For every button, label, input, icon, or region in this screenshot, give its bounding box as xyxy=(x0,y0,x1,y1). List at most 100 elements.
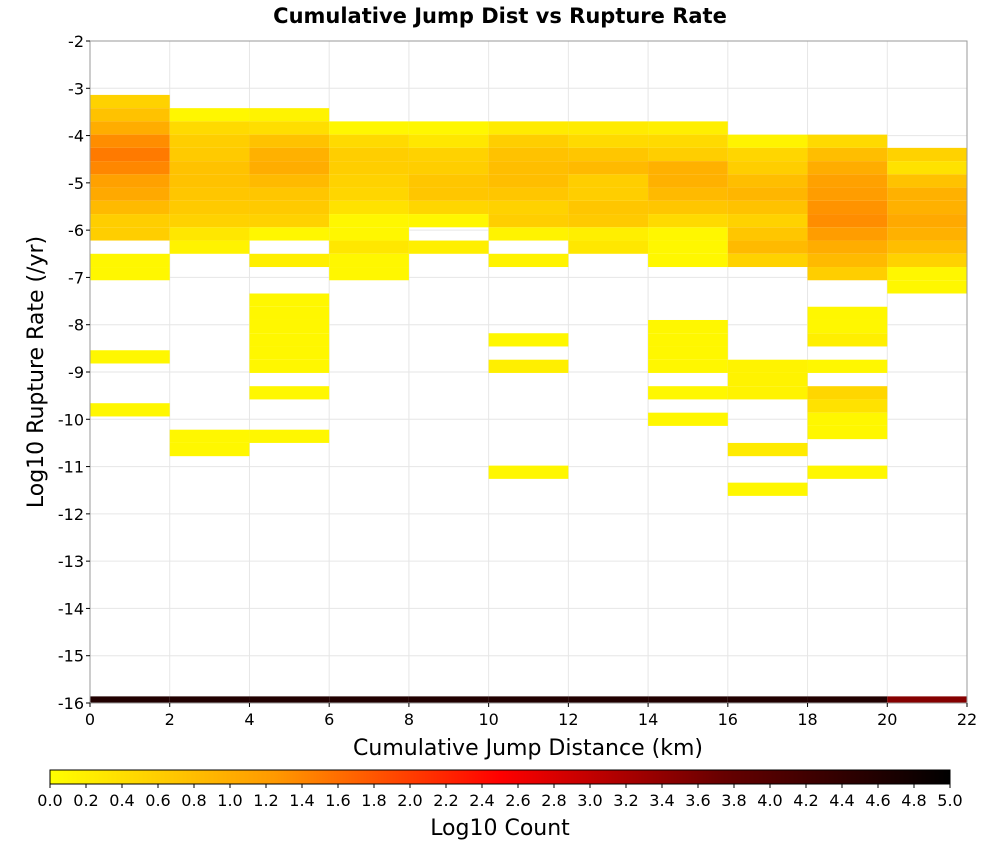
x-tick-label: 16 xyxy=(718,710,738,729)
x-tick-label: 18 xyxy=(797,710,817,729)
heatmap-cell xyxy=(727,442,808,457)
heatmap-cell xyxy=(807,200,888,215)
heatmap-cell xyxy=(408,147,489,162)
colorbar-ticks: 0.0 0.2 0.4 0.6 0.8 1.0 1.2 1.4 1.6 1.8 2.0 2.2 2.4 2… xyxy=(37,784,963,810)
heatmap-cell xyxy=(329,214,409,228)
heatmap-cell xyxy=(648,696,728,703)
heatmap-cell xyxy=(887,227,967,241)
x-axis-label: Cumulative Jump Distance (km) xyxy=(353,736,703,761)
heatmap-cell xyxy=(807,333,888,347)
heatmap-cell xyxy=(568,187,649,201)
y-tick-label: -2 xyxy=(68,32,84,51)
heatmap-cell xyxy=(90,227,170,241)
heatmap-cell xyxy=(648,214,728,228)
heatmap-cell xyxy=(329,200,409,215)
heatmap-cell xyxy=(887,200,967,215)
chart-title: Cumulative Jump Dist vs Rupture Rate xyxy=(273,4,727,28)
heatmap-cell xyxy=(408,134,489,148)
heatmap-cell xyxy=(408,161,489,175)
colorbar-tick-label: 2.4 xyxy=(469,791,494,810)
heatmap-cell xyxy=(807,227,888,241)
colorbar-tick-label: 1.8 xyxy=(361,791,386,810)
y-tick-label: -7 xyxy=(68,268,84,287)
heatmap-cell xyxy=(488,227,569,241)
heatmap-cell xyxy=(169,147,250,162)
heatmap-cell xyxy=(568,174,649,188)
heatmap-cell xyxy=(727,161,808,175)
colorbar xyxy=(49,769,951,785)
y-tick-label: -5 xyxy=(68,174,84,193)
heatmap-cell xyxy=(648,346,728,360)
heatmap-cell xyxy=(249,134,330,148)
heatmap-cell xyxy=(648,147,728,162)
heatmap-cell xyxy=(488,465,569,479)
y-tick-label: -11 xyxy=(58,458,84,477)
heatmap-cell xyxy=(887,267,967,281)
heatmap-cell xyxy=(90,187,170,201)
heatmap-cell xyxy=(648,359,728,373)
heatmap-cell xyxy=(727,134,808,148)
heatmap-cell xyxy=(807,174,888,188)
heatmap-cell xyxy=(488,200,569,215)
colorbar-tick-label: 2.8 xyxy=(541,791,566,810)
y-tick-label: -14 xyxy=(58,599,84,618)
heatmap-cell xyxy=(169,161,250,175)
heatmap-cell xyxy=(90,108,170,122)
heatmap-cell xyxy=(329,187,409,201)
heatmap-cell xyxy=(887,174,967,188)
heatmap-cell xyxy=(169,174,250,188)
x-tick-label: 2 xyxy=(165,710,175,729)
heatmap-cell xyxy=(249,346,330,360)
heatmap-cell xyxy=(169,187,250,201)
heatmap-cell xyxy=(568,214,649,228)
heatmap-cells xyxy=(90,94,967,703)
heatmap-cell xyxy=(249,187,330,201)
heatmap-cell xyxy=(90,94,170,109)
heatmap-cell xyxy=(568,161,649,175)
heatmap-cell xyxy=(727,187,808,201)
colorbar-tick-label: 0.2 xyxy=(73,791,98,810)
heatmap-cell xyxy=(807,306,888,320)
heatmap-cell xyxy=(169,442,250,457)
heatmap-cell xyxy=(249,200,330,215)
heatmap-cell xyxy=(807,161,888,175)
y-tick-label: -8 xyxy=(68,316,84,335)
colorbar-tick-label: 1.6 xyxy=(325,791,350,810)
heatmap-cell xyxy=(887,147,967,162)
heatmap-cell xyxy=(488,161,569,175)
heatmap-cell xyxy=(488,696,569,703)
heatmap-cell xyxy=(648,187,728,201)
heatmap-cell xyxy=(488,147,569,162)
heatmap-cell xyxy=(727,386,808,400)
heatmap-cell xyxy=(488,174,569,188)
heatmap-cell xyxy=(887,696,967,703)
colorbar-tick-label: 0.8 xyxy=(181,791,206,810)
heatmap-cell xyxy=(249,696,330,703)
heatmap-cell xyxy=(249,227,330,241)
heatmap-cell xyxy=(727,147,808,162)
y-axis-label: Log10 Rupture Rate (/yr) xyxy=(24,236,49,508)
heatmap-cell xyxy=(169,134,250,148)
heatmap-cell xyxy=(648,253,728,268)
heatmap-cell xyxy=(568,121,649,135)
heatmap-cell xyxy=(887,161,967,175)
heatmap-cell xyxy=(727,227,808,241)
heatmap-cell xyxy=(169,429,250,443)
colorbar-tick-label: 1.0 xyxy=(217,791,242,810)
heatmap-cell xyxy=(329,134,409,148)
heatmap-cell xyxy=(488,214,569,228)
heatmap-cell xyxy=(727,174,808,188)
y-axis-ticks: -2 -3 -4 -5 -6 -7 -8 -9 -10 -11 -12 -13 -14 -15 -16 xyxy=(58,32,90,713)
heatmap-cell xyxy=(329,227,409,241)
colorbar-tick-label: 1.2 xyxy=(253,791,278,810)
heatmap-cell xyxy=(727,253,808,268)
heatmap-cell xyxy=(249,121,330,135)
heatmap-cell xyxy=(727,372,808,387)
heatmap-cell xyxy=(648,134,728,148)
heatmap-cell xyxy=(169,121,250,135)
heatmap-cell xyxy=(169,240,250,254)
heatmap-cell xyxy=(887,187,967,201)
heatmap-cell xyxy=(807,267,888,281)
colorbar-label: Log10 Count xyxy=(430,816,570,841)
